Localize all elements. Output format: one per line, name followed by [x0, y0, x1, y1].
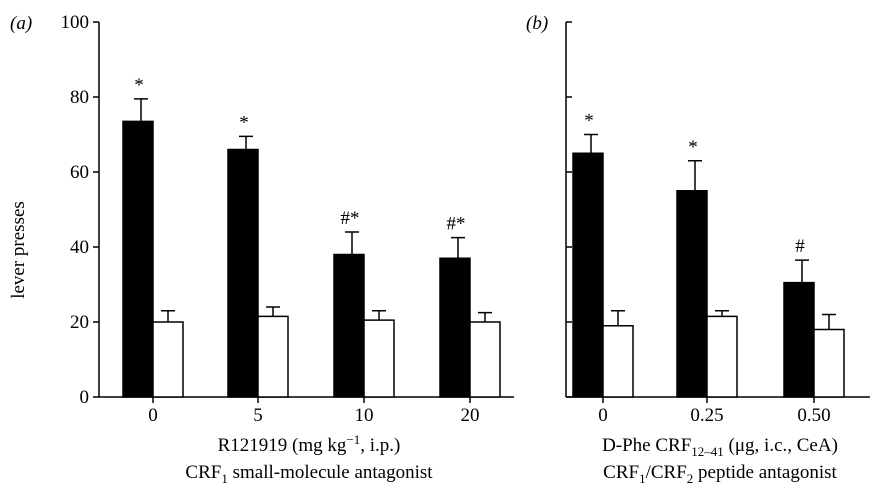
panel-b-bar: [783, 281, 815, 398]
panel-a-x-tick-label: 20: [461, 405, 480, 426]
panel-b-bar: [813, 328, 845, 398]
panel-a-significance-label: *: [239, 112, 249, 133]
panel-a-bar: [469, 321, 501, 398]
panel-a-y-axis-label: lever presses: [8, 201, 29, 299]
panel-a-x-tick-label: 0: [148, 405, 158, 426]
panel-b-x-axis-label-line2: CRF1/CRF2 peptide antagonist: [603, 462, 837, 486]
panel-a-x-axis-label-line1: R121919 (mg kg−1, i.p.): [218, 432, 401, 456]
panel-b-x-tick-label: 0: [598, 405, 608, 426]
panel-a-bar: [152, 321, 184, 398]
panel-a-bar: [363, 319, 395, 398]
panel-b-label: (b): [526, 13, 548, 34]
panel-b-bar: [706, 315, 738, 398]
panel-b-x-tick-label: 0.25: [690, 405, 723, 426]
panel-a-significance-label: #*: [341, 208, 360, 229]
panel-a-bar: [333, 253, 365, 398]
panel-b-bar: [676, 190, 708, 398]
panel-a-y-tick-label: 80: [70, 87, 89, 108]
panel-a-y-tick-label: 40: [70, 237, 89, 258]
panel-b-bar: [572, 152, 604, 398]
panel-a-bar: [257, 315, 289, 398]
panel-a-y-tick-label: 100: [61, 12, 90, 33]
panel-b-significance-label: #: [795, 236, 805, 257]
panel-a-y-tick-label: 0: [80, 387, 90, 408]
panel-a-bar: [439, 257, 471, 398]
panel-a-bar: [122, 120, 154, 398]
panel-a-significance-label: *: [134, 75, 144, 96]
panel-a-bar: [227, 148, 259, 398]
chart-marks: 0 20 40 60 80 100 0 5 10 20 * * #* #* 0 0.25 0.50 * * #: [61, 12, 870, 426]
panel-b-x-tick-label: 0.50: [797, 405, 830, 426]
panel-a-y-tick-label: 20: [70, 312, 89, 333]
panel-b-significance-label: *: [584, 111, 594, 132]
panel-a-significance-label: #*: [447, 214, 466, 235]
panel-a-x-tick-label: 10: [355, 405, 374, 426]
panel-b-x-axis-label-line1: D-Phe CRF12–41 (μg, i.c., CeA): [602, 435, 838, 459]
panel-a-label: (a): [10, 13, 32, 34]
panel-a-y-tick-label: 60: [70, 162, 89, 183]
panel-b-bar: [602, 325, 634, 398]
panel-a-x-axis-label-line2: CRF1 small-molecule antagonist: [185, 462, 433, 486]
panel-a-x-tick-label: 5: [253, 405, 263, 426]
panel-b-significance-label: *: [688, 137, 698, 158]
